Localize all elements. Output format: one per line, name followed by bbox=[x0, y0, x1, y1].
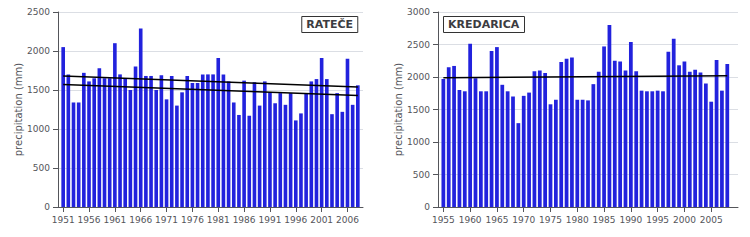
svg-text:1991: 1991 bbox=[258, 215, 281, 225]
svg-text:1985: 1985 bbox=[593, 215, 616, 225]
svg-text:1990: 1990 bbox=[619, 215, 642, 225]
svg-text:2006: 2006 bbox=[336, 215, 359, 225]
svg-text:1976: 1976 bbox=[181, 215, 204, 225]
svg-text:1500: 1500 bbox=[407, 105, 430, 115]
svg-text:1971: 1971 bbox=[155, 215, 178, 225]
svg-text:precipitation (mm): precipitation (mm) bbox=[393, 63, 404, 157]
svg-text:1965: 1965 bbox=[485, 215, 508, 225]
svg-text:2000: 2000 bbox=[407, 72, 430, 82]
svg-text:1500: 1500 bbox=[27, 85, 50, 95]
svg-text:1000: 1000 bbox=[27, 124, 50, 134]
svg-text:2500: 2500 bbox=[407, 40, 430, 50]
svg-text:precipitation (mm): precipitation (mm) bbox=[13, 63, 24, 157]
svg-text:1956: 1956 bbox=[78, 215, 101, 225]
svg-text:2500: 2500 bbox=[27, 7, 50, 17]
svg-text:RATEČE: RATEČE bbox=[306, 18, 353, 31]
svg-text:1970: 1970 bbox=[512, 215, 535, 225]
svg-text:0: 0 bbox=[44, 202, 50, 212]
svg-text:1995: 1995 bbox=[646, 215, 669, 225]
svg-text:2000: 2000 bbox=[673, 215, 696, 225]
svg-text:3000: 3000 bbox=[407, 7, 430, 17]
svg-text:KREDARICA: KREDARICA bbox=[448, 18, 520, 31]
svg-text:1986: 1986 bbox=[233, 215, 256, 225]
svg-text:1961: 1961 bbox=[103, 215, 126, 225]
svg-text:2001: 2001 bbox=[310, 215, 333, 225]
svg-text:500: 500 bbox=[33, 163, 50, 173]
svg-text:2000: 2000 bbox=[27, 46, 50, 56]
svg-text:1975: 1975 bbox=[539, 215, 562, 225]
svg-text:1955: 1955 bbox=[432, 215, 455, 225]
svg-text:1960: 1960 bbox=[459, 215, 482, 225]
svg-text:2005: 2005 bbox=[700, 215, 723, 225]
svg-text:500: 500 bbox=[413, 170, 430, 180]
svg-text:1980: 1980 bbox=[566, 215, 589, 225]
svg-text:0: 0 bbox=[424, 202, 430, 212]
svg-text:1000: 1000 bbox=[407, 137, 430, 147]
svg-text:1996: 1996 bbox=[284, 215, 307, 225]
svg-text:1966: 1966 bbox=[129, 215, 152, 225]
svg-text:1951: 1951 bbox=[52, 215, 75, 225]
svg-text:1981: 1981 bbox=[207, 215, 230, 225]
